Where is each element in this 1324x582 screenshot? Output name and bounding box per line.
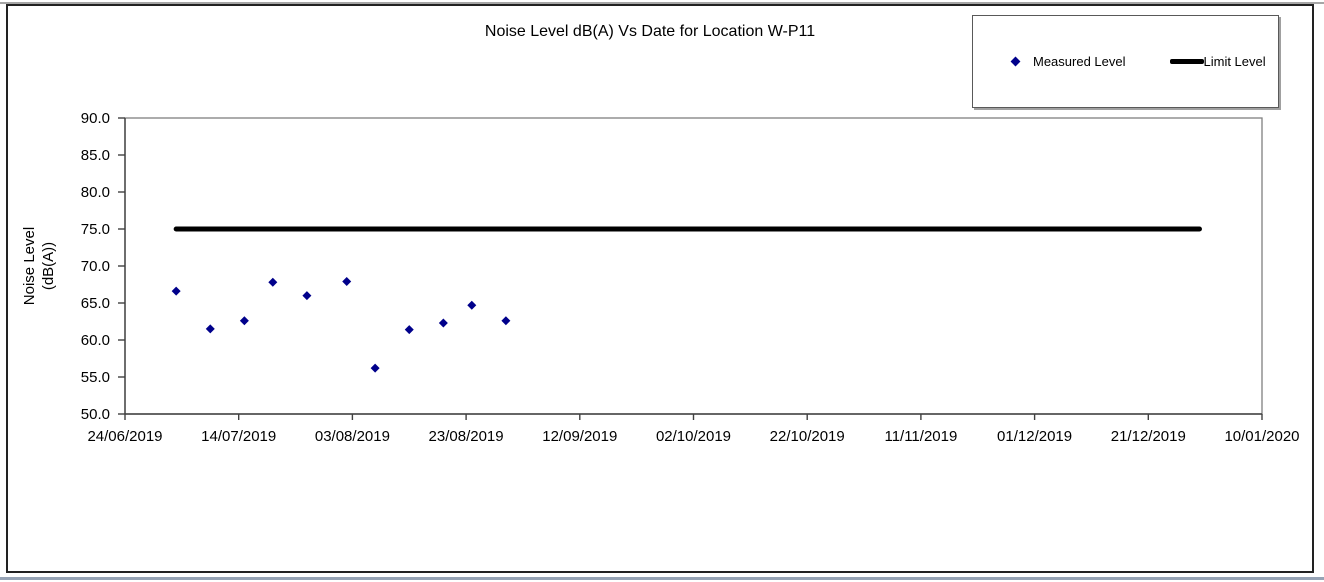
y-tick-label: 80.0 bbox=[81, 184, 110, 201]
x-tick-label: 21/12/2019 bbox=[1111, 428, 1186, 445]
data-point bbox=[205, 324, 215, 334]
top-edge-line bbox=[0, 2, 1324, 4]
data-point bbox=[268, 277, 278, 287]
x-tick-label: 02/10/2019 bbox=[656, 428, 731, 445]
legend-label-measured-level: Measured Level bbox=[1033, 54, 1126, 69]
bottom-edge-line bbox=[0, 577, 1324, 580]
y-tick-label: 90.0 bbox=[81, 110, 110, 127]
x-tick-label: 24/06/2019 bbox=[87, 428, 162, 445]
data-point bbox=[239, 316, 249, 326]
data-point bbox=[370, 363, 380, 373]
y-tick-label: 50.0 bbox=[81, 406, 110, 423]
y-tick-label: 85.0 bbox=[81, 147, 110, 164]
x-tick-label: 23/08/2019 bbox=[429, 428, 504, 445]
y-tick-label: 60.0 bbox=[81, 332, 110, 349]
x-tick-label: 12/09/2019 bbox=[542, 428, 617, 445]
data-point bbox=[438, 318, 448, 328]
legend-label-limit-level: Limit Level bbox=[1203, 54, 1266, 69]
x-tick-label: 03/08/2019 bbox=[315, 428, 390, 445]
y-tick-label: 65.0 bbox=[81, 295, 110, 312]
x-tick-label: 10/01/2020 bbox=[1224, 428, 1299, 445]
data-point bbox=[302, 291, 312, 301]
y-tick-label: 70.0 bbox=[81, 258, 110, 275]
limit-level-line-icon bbox=[1169, 59, 1204, 64]
x-tick-label: 11/11/2019 bbox=[884, 428, 957, 445]
x-tick-label: 14/07/2019 bbox=[201, 428, 276, 445]
data-point bbox=[467, 300, 477, 310]
plot-area-border bbox=[124, 117, 1263, 415]
chart-title: Noise Level dB(A) Vs Date for Location W… bbox=[484, 23, 816, 40]
y-tick-label: 75.0 bbox=[81, 221, 110, 238]
y-tick-label: 55.0 bbox=[81, 369, 110, 386]
x-tick-label: 01/12/2019 bbox=[997, 428, 1072, 445]
data-point bbox=[171, 286, 181, 296]
data-point bbox=[501, 316, 511, 326]
legend: Measured Level Limit Level bbox=[972, 15, 1279, 108]
x-tick-label: 22/10/2019 bbox=[770, 428, 845, 445]
data-point bbox=[404, 325, 414, 335]
data-point bbox=[342, 277, 352, 287]
